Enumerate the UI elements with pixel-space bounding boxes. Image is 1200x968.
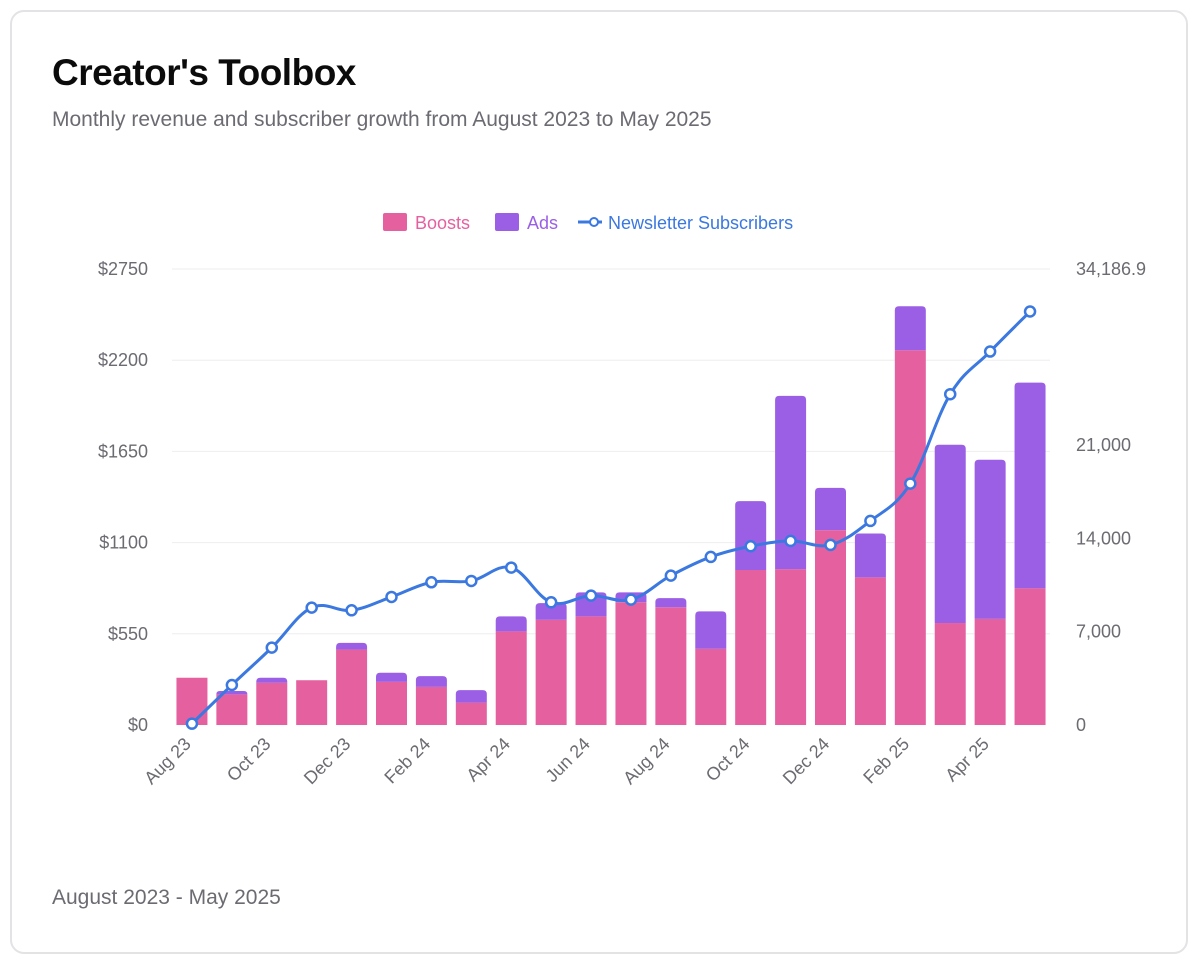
bar-ads	[854, 533, 886, 578]
bar-boosts	[535, 619, 567, 725]
subscriber-point	[305, 601, 318, 614]
bar-ads	[815, 487, 846, 531]
bar-ads	[775, 395, 807, 570]
bar-boosts	[854, 577, 886, 725]
subscriber-point	[943, 387, 957, 401]
subscriber-point	[1023, 305, 1037, 318]
y-left-tick-label: $0	[128, 715, 148, 735]
y-left-tick-label: $550	[108, 624, 148, 644]
bar-ads	[735, 501, 767, 570]
legend-label-subscribers: Newsletter Subscribers	[608, 213, 793, 233]
bar-ads	[415, 676, 447, 687]
bar-ads	[535, 603, 567, 620]
subscriber-point	[704, 550, 718, 564]
legend-swatch-boosts	[383, 213, 407, 231]
legend-label-ads: Ads	[527, 213, 558, 233]
bar-ads	[1014, 382, 1046, 589]
bar-boosts	[455, 702, 487, 725]
legend-label-boosts: Boosts	[415, 213, 470, 233]
bar-ads	[655, 598, 687, 608]
bar-boosts	[615, 602, 647, 725]
bar-boosts	[296, 680, 328, 725]
bar-boosts	[695, 648, 727, 725]
bar-ads	[934, 444, 966, 624]
subscriber-point	[265, 641, 279, 654]
legend-swatch-subscribers-marker	[589, 217, 599, 227]
subscriber-point	[425, 576, 438, 589]
date-range-footer: August 2023 - May 2025	[52, 886, 281, 909]
subscriber-point	[624, 593, 638, 606]
legend-swatch-ads	[495, 213, 519, 231]
bar-boosts	[376, 681, 407, 725]
legend: Boosts Ads Newsletter Subscribers	[383, 213, 793, 233]
y-left-tick-label: $2200	[98, 350, 148, 370]
x-tick-label: Aug 24	[619, 734, 673, 788]
bar-boosts	[815, 530, 846, 725]
x-tick-label: Oct 24	[702, 734, 754, 786]
subscriber-point	[744, 540, 757, 553]
bar-ads	[336, 642, 368, 650]
chart-title: Creator's Toolbox	[52, 52, 356, 93]
subscriber-point	[185, 717, 199, 730]
bar-boosts	[655, 607, 687, 725]
subscriber-point	[904, 477, 917, 490]
x-tick-label: Aug 23	[140, 734, 194, 788]
subscriber-point	[544, 596, 558, 609]
bar-ads	[974, 459, 1006, 619]
bar-ads	[695, 611, 727, 649]
bar-ads	[256, 677, 288, 683]
y-right-tick-label: 7,000	[1076, 622, 1121, 642]
subscriber-point	[664, 569, 678, 582]
y-left-tick-label: $1650	[98, 441, 148, 461]
bar-boosts	[735, 569, 767, 725]
bar-boosts	[495, 631, 527, 725]
y-left-tick-label: $1100	[99, 533, 148, 553]
subscriber-point	[465, 574, 478, 588]
bar-boosts	[894, 350, 926, 725]
x-tick-label: Dec 23	[300, 734, 354, 788]
subscriber-point	[385, 590, 398, 604]
bar-boosts	[256, 682, 288, 725]
bar-boosts	[974, 618, 1006, 725]
subscriber-point	[983, 345, 997, 358]
bar-boosts	[934, 623, 966, 725]
x-tick-label: Dec 24	[779, 734, 833, 788]
subscriber-point	[504, 561, 518, 574]
y-right-tick-label: 34,186.9	[1076, 259, 1146, 279]
y-left-tick-label: $2750	[98, 259, 148, 279]
bar-boosts	[415, 686, 447, 725]
subscriber-point	[784, 534, 797, 548]
bar-boosts	[216, 694, 248, 725]
bar-ads	[455, 690, 487, 703]
x-tick-label: Feb 24	[380, 734, 434, 788]
subscriber-point	[345, 604, 358, 617]
subscriber-point	[864, 514, 877, 528]
bar-ads	[894, 306, 926, 351]
subscriber-point	[584, 589, 598, 602]
x-tick-label: Jun 24	[542, 734, 594, 786]
x-tick-label: Apr 24	[462, 734, 514, 786]
bar-boosts	[575, 616, 607, 725]
bar-boosts	[775, 569, 807, 725]
x-tick-label: Oct 23	[223, 734, 275, 786]
bar-ads	[376, 672, 407, 682]
y-right-tick-label: 0	[1076, 715, 1086, 735]
y-right-tick-label: 14,000	[1076, 528, 1131, 548]
bar-boosts	[1014, 588, 1046, 725]
y-right-tick-label: 21,000	[1076, 435, 1131, 455]
chart-subtitle: Monthly revenue and subscriber growth fr…	[52, 108, 712, 131]
x-tick-label: Apr 25	[941, 734, 993, 786]
bar-ads	[495, 616, 527, 632]
subscribers-line	[190, 310, 1032, 725]
x-tick-label: Feb 25	[859, 734, 913, 788]
bar-boosts	[336, 649, 368, 725]
subscriber-point	[824, 538, 837, 552]
subscriber-point	[225, 678, 239, 692]
bar-boosts	[176, 677, 208, 725]
